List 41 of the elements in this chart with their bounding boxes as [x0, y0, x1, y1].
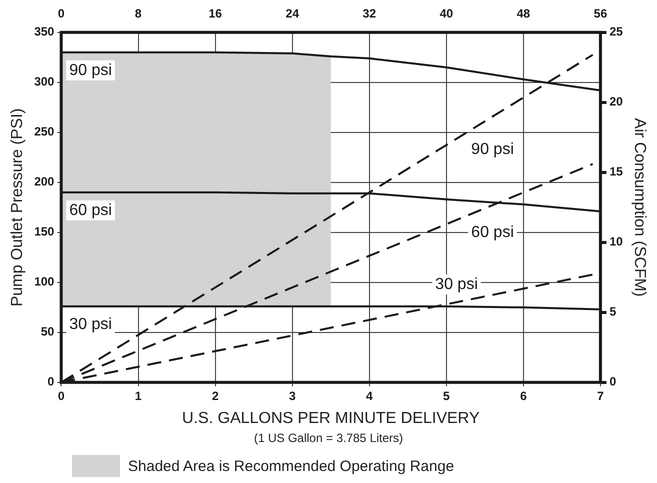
- y2-tick-label: 25: [609, 24, 624, 39]
- y-tick-label: 350: [34, 24, 55, 39]
- legend-label: Shaded Area is Recommended Operating Range: [128, 458, 454, 474]
- x2-tick-label: 0: [58, 6, 65, 21]
- y2-tick-label: 15: [609, 164, 624, 179]
- x2-tick-label: 56: [594, 6, 608, 21]
- x-tick-label: 3: [288, 388, 296, 403]
- x2-tick-label: 24: [286, 6, 300, 21]
- series-label: 90 psi: [471, 140, 514, 158]
- x2-tick-label: 48: [516, 6, 530, 21]
- y2-tick-label: 10: [609, 234, 624, 249]
- y2-axis-title: Air Consumption (SCFM): [630, 118, 648, 297]
- series-label: 60 psi: [69, 202, 112, 219]
- y-tick-label: 300: [34, 74, 55, 89]
- x2-tick-label: 40: [440, 6, 454, 21]
- y-tick-label: 50: [40, 324, 55, 339]
- y-axis-title: Pump Outlet Pressure (PSI): [9, 108, 26, 307]
- y-tick-label: 200: [34, 174, 55, 189]
- x2-tick-label: 16: [208, 6, 222, 21]
- text: (1 US Gallon = 3.785 Liters): [252, 431, 404, 445]
- x-axis-title: U.S. GALLONS PER MINUTE DELIVERY: [182, 410, 480, 427]
- x-tick-label: 5: [443, 388, 450, 403]
- x-tick-label: 2: [212, 388, 219, 403]
- series-label: 60 psi: [471, 224, 514, 241]
- x-tick-label: 1: [134, 388, 142, 403]
- x2-tick-label: 8: [134, 6, 142, 21]
- x-tick-label: 0: [58, 388, 65, 403]
- x2-tick-label: 32: [362, 6, 376, 21]
- series-label: 90 psi: [69, 62, 112, 79]
- y-tick-label: 100: [34, 274, 55, 289]
- x-tick-label: 6: [520, 388, 528, 403]
- series-label: 30 psi: [69, 316, 112, 333]
- y2-tick-label: 20: [609, 94, 624, 109]
- x-tick-label: 4: [366, 388, 374, 403]
- y-tick-label: 250: [34, 124, 55, 139]
- y-tick-label: 150: [34, 224, 55, 239]
- series-label: 30 psi: [435, 276, 478, 293]
- y2-tick-label: 0: [609, 374, 616, 389]
- y2-tick-label: 5: [609, 304, 616, 319]
- y-tick-label: 0: [48, 374, 55, 389]
- x-tick-label: 7: [597, 388, 604, 403]
